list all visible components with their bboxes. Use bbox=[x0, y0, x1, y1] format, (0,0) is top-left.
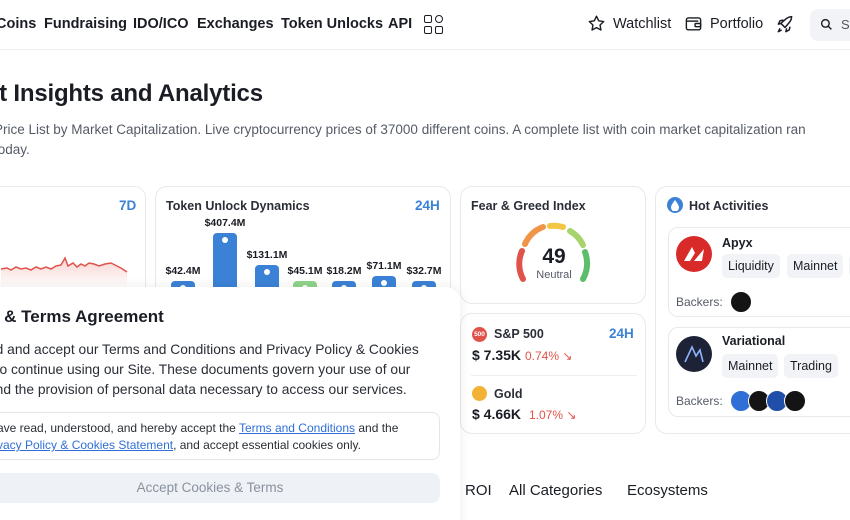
variational-logo bbox=[676, 336, 712, 372]
hot-activities-card: Hot Activities Apyx Liquidity Mainnet Ba… bbox=[655, 186, 850, 434]
page-title: et Insights and Analytics bbox=[0, 80, 263, 107]
apyx-mark-icon bbox=[684, 247, 704, 261]
tab-all-categories[interactable]: All Categories bbox=[509, 482, 603, 499]
sp500-change: 0.74% ↘ bbox=[525, 349, 573, 363]
backers-label: Backers: bbox=[676, 394, 723, 408]
apps-grid-icon[interactable] bbox=[424, 15, 444, 35]
unlock-bar-marker bbox=[381, 280, 387, 287]
terms-link[interactable]: Terms and Conditions bbox=[238, 421, 356, 435]
watchlist-label: Watchlist bbox=[613, 15, 672, 32]
page-subtitle-line-1: Price List by Market Capitalization. Liv… bbox=[0, 122, 806, 137]
gold-change: 1.07% ↘ bbox=[529, 408, 577, 422]
hot-activities-title: Hot Activities bbox=[689, 199, 769, 213]
consent-text-mid: and the bbox=[355, 421, 399, 435]
gold-icon bbox=[472, 386, 487, 401]
sp500-badge-icon: 500 bbox=[472, 327, 487, 342]
unlock-bar-label: $71.1M bbox=[366, 260, 402, 273]
wallet-icon bbox=[685, 17, 702, 31]
gold-price: $ 4.66K bbox=[472, 406, 522, 422]
watchlist-link[interactable]: Watchlist bbox=[587, 14, 671, 33]
token-unlock-title: Token Unlock Dynamics bbox=[166, 199, 310, 213]
star-icon bbox=[588, 15, 605, 31]
backer-logo bbox=[784, 390, 806, 412]
consent-text: ave read, understood, and hereby accept … bbox=[0, 420, 437, 454]
consent-text-pre: ave read, understood, and hereby accept … bbox=[0, 421, 239, 435]
activity-tag: Trading bbox=[784, 354, 838, 378]
fear-greed-card[interactable]: Fear & Greed Index 49 Neutral bbox=[460, 186, 646, 304]
drop-icon bbox=[671, 200, 679, 211]
fear-greed-gauge bbox=[516, 222, 591, 282]
portfolio-link[interactable]: Portfolio bbox=[684, 14, 763, 33]
search-placeholder: Se bbox=[841, 17, 850, 32]
tab-roi[interactable]: ROI bbox=[465, 482, 492, 499]
period-toggle[interactable]: 7D bbox=[119, 198, 137, 213]
fear-greed-title: Fear & Greed Index bbox=[471, 199, 586, 213]
sp500-name: S&P 500 bbox=[494, 327, 544, 341]
rocket-icon[interactable] bbox=[775, 15, 795, 35]
nav-item-coins[interactable]: Coins bbox=[0, 16, 37, 32]
terms-agreement-modal: y & Terms Agreement ad and accept our Te… bbox=[0, 287, 460, 520]
unlock-bar-marker bbox=[222, 237, 228, 243]
nav-item-api[interactable]: API bbox=[388, 16, 413, 32]
consent-checkbox-row[interactable]: ave read, understood, and hereby accept … bbox=[0, 412, 440, 460]
modal-body-line-2: t to continue using our Site. These docu… bbox=[0, 362, 411, 377]
nav-item-ido-ico[interactable]: IDO/ICO bbox=[133, 16, 189, 32]
markets-card[interactable]: 500 S&P 500 24H $ 7.35K 0.74% ↘ Gold $ 4… bbox=[460, 313, 646, 434]
unlock-bar-label: $18.2M bbox=[326, 265, 362, 277]
consent-text-post: , and accept essential cookies only. bbox=[173, 438, 361, 452]
markets-period[interactable]: 24H bbox=[609, 326, 634, 341]
nav-item-fundraising[interactable]: Fundraising bbox=[44, 16, 127, 32]
fear-greed-label: Neutral bbox=[536, 269, 572, 281]
nav-item-exchanges[interactable]: Exchanges bbox=[197, 16, 274, 32]
unlock-bar-label: $45.1M bbox=[287, 264, 323, 277]
markets-divider bbox=[471, 375, 637, 376]
unlock-bar-marker bbox=[264, 269, 270, 276]
search-icon bbox=[820, 18, 832, 30]
unlock-bar-label: $32.7M bbox=[406, 265, 442, 277]
activity-name: Apyx bbox=[722, 236, 753, 250]
sparkline-chart bbox=[0, 256, 128, 287]
modal-title: y & Terms Agreement bbox=[0, 307, 164, 326]
nav-item-token-unlocks[interactable]: Token Unlocks bbox=[281, 16, 384, 32]
modal-body-line-1: ad and accept our Terms and Conditions a… bbox=[0, 342, 419, 357]
tab-ecosystems[interactable]: Ecosystems bbox=[627, 482, 708, 499]
token-unlock-period[interactable]: 24H bbox=[415, 198, 440, 213]
activity-tag: Mainnet bbox=[787, 254, 844, 278]
privacy-policy-link[interactable]: vacy Policy & Cookies Statement bbox=[0, 438, 174, 452]
top-navigation: Coins Fundraising IDO/ICO Exchanges Toke… bbox=[0, 0, 850, 50]
page-subtitle: Price List by Market Capitalization. Liv… bbox=[0, 120, 850, 160]
activity-card-apyx[interactable]: Apyx Liquidity Mainnet Backers: bbox=[668, 227, 850, 317]
activity-tag: Liquidity bbox=[722, 254, 780, 278]
backer-logo bbox=[730, 291, 752, 313]
backers-label: Backers: bbox=[676, 295, 723, 309]
unlock-bar-label: $407.4M bbox=[204, 217, 246, 229]
activity-tag: Mainnet bbox=[722, 354, 779, 378]
activity-card-variational[interactable]: Variational Mainnet Trading Backers: bbox=[668, 327, 850, 417]
search-input[interactable]: Se bbox=[810, 9, 850, 41]
modal-body-line-3: and the provision of personal data neces… bbox=[0, 382, 407, 397]
unlock-bar-label: $42.4M bbox=[165, 265, 201, 277]
unlock-bar-label: $131.1M bbox=[246, 249, 288, 262]
fear-greed-value: 49 bbox=[542, 245, 566, 268]
gold-name: Gold bbox=[494, 387, 523, 401]
modal-body: ad and accept our Terms and Conditions a… bbox=[0, 340, 448, 400]
portfolio-label: Portfolio bbox=[710, 15, 764, 32]
accept-cookies-button[interactable]: Accept Cookies & Terms bbox=[0, 473, 440, 503]
activity-name: Variational bbox=[722, 334, 786, 348]
variational-mark-icon bbox=[684, 345, 704, 363]
page-subtitle-line-2: today. bbox=[0, 142, 30, 157]
sp500-price: $ 7.35K bbox=[472, 347, 522, 363]
